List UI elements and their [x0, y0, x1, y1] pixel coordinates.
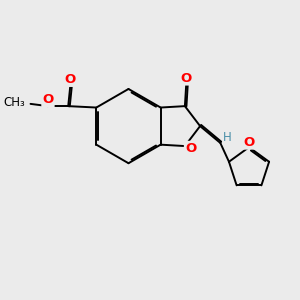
Text: O: O	[42, 93, 54, 106]
Text: O: O	[65, 73, 76, 86]
Text: O: O	[243, 136, 255, 148]
Text: O: O	[185, 142, 196, 155]
Text: CH₃: CH₃	[4, 96, 26, 109]
Text: H: H	[223, 131, 232, 144]
Text: O: O	[181, 71, 192, 85]
